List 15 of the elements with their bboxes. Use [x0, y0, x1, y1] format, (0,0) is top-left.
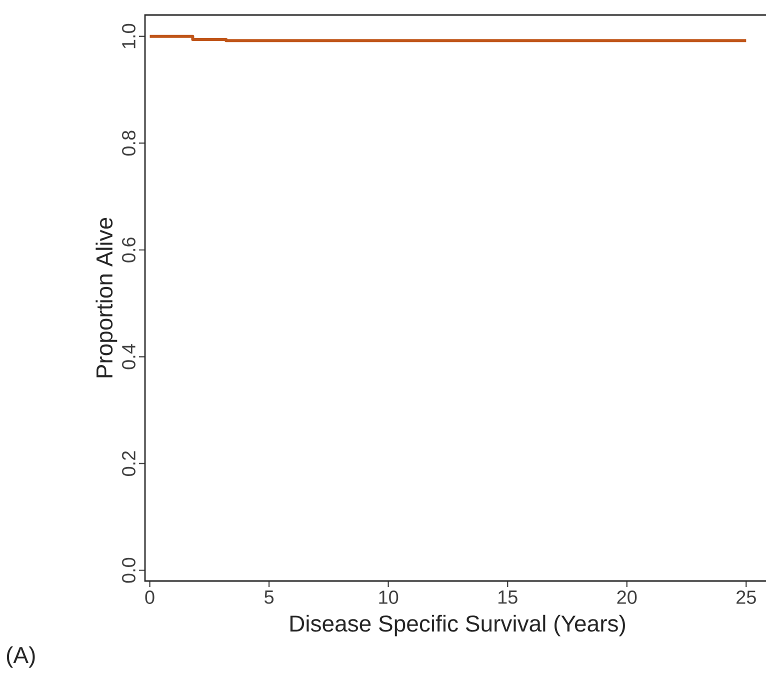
x-tick-label: 10 — [379, 590, 398, 604]
y-tick-label: 0.2 — [122, 451, 136, 476]
y-tick-label: 0.4 — [122, 344, 136, 370]
text: (A) — [6, 646, 35, 668]
y-tick-label: 0.6 — [122, 238, 136, 262]
x-tick-label: 0 — [145, 590, 154, 604]
y-axis-title: Proportion Alive — [96, 218, 118, 378]
x-axis-title: Disease Specific Survival (Years) — [290, 614, 625, 636]
x-tick-label: 20 — [617, 590, 637, 604]
x-tick-label: 5 — [264, 590, 274, 604]
x-tick-label: 25 — [736, 590, 756, 604]
x-tick-label: 15 — [498, 590, 518, 604]
y-tick-label: 0.8 — [122, 130, 136, 156]
y-tick-label: 1.0 — [122, 24, 136, 48]
y-tick-label: 0.0 — [122, 558, 136, 583]
